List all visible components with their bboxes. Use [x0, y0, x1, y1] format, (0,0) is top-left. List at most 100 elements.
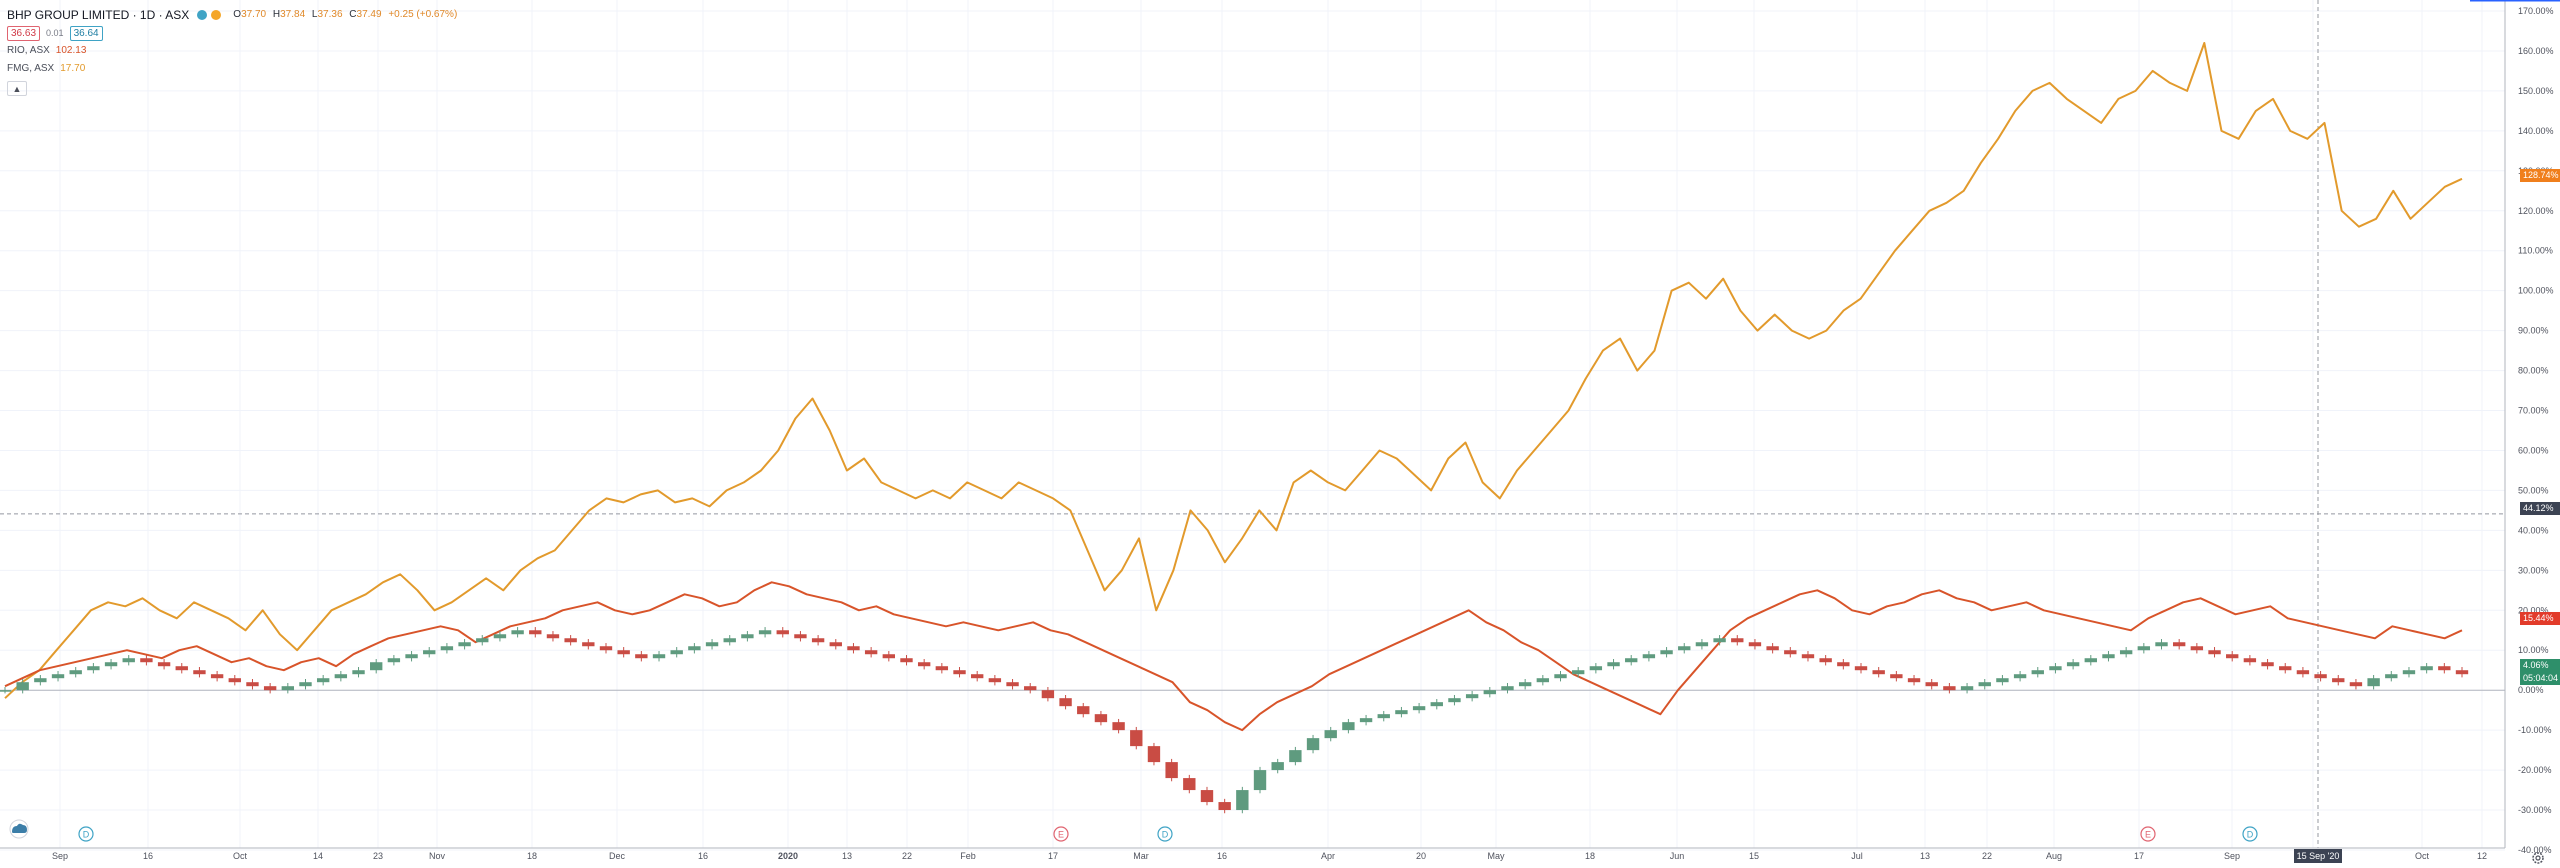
- candle-body: [1024, 686, 1037, 691]
- candle-body: [1554, 674, 1567, 679]
- collapse-row: ▲: [7, 78, 457, 96]
- candle-body: [405, 654, 418, 659]
- x-tick-label: 13: [1920, 851, 1930, 861]
- y-tick-label: 140.00%: [2518, 126, 2554, 136]
- candle-body: [2279, 666, 2292, 671]
- candle-body: [1289, 750, 1302, 763]
- candle-body: [1448, 698, 1461, 703]
- candle-body: [1801, 654, 1815, 659]
- x-tick-label: 15: [1749, 851, 1759, 861]
- plot-area[interactable]: [0, 42, 2469, 814]
- crosshair-date-tag: [2294, 849, 2342, 863]
- candle-body: [2190, 646, 2204, 651]
- comparison-fmg-row[interactable]: FMG, ASX 17.70: [7, 60, 457, 78]
- y-tick-label: 30.00%: [2518, 565, 2549, 575]
- svg-text:D: D: [83, 830, 90, 840]
- x-tick-label: 17: [1048, 851, 1058, 861]
- candle-body: [1041, 690, 1055, 699]
- candle-body: [493, 634, 507, 639]
- x-tick-label: Jul: [1851, 851, 1863, 861]
- candle-body: [2420, 666, 2433, 671]
- candle-body: [193, 670, 206, 675]
- candle-body: [917, 662, 931, 667]
- main-symbol-row[interactable]: BHP GROUP LIMITED · 1D · ASX O37.70 H37.…: [7, 6, 457, 24]
- candle-body: [210, 674, 224, 679]
- candle-body: [1006, 682, 1019, 687]
- x-tick-label: 16: [698, 851, 708, 861]
- candle-body: [87, 666, 100, 671]
- candle-body: [1925, 682, 1938, 687]
- x-tick-label: 22: [1982, 851, 1992, 861]
- comparison-rio-row[interactable]: RIO, ASX 102.13: [7, 42, 457, 60]
- y-tick-label: 160.00%: [2518, 46, 2554, 56]
- x-tick-label: Aug: [2046, 851, 2062, 861]
- candle-body: [281, 686, 295, 691]
- gear-icon[interactable]: [2532, 852, 2544, 864]
- candle-body: [1130, 730, 1143, 747]
- x-tick-label: 12: [2477, 851, 2487, 861]
- candle-body: [1077, 706, 1090, 715]
- candle-body: [1695, 642, 1709, 647]
- ask-price-button[interactable]: 36.64: [69, 25, 103, 41]
- delayed-data-icon: [211, 10, 222, 20]
- candle-body: [953, 670, 966, 675]
- candle-body: [1271, 762, 1284, 771]
- x-tick-label: 18: [1585, 851, 1595, 861]
- candle-body: [1731, 638, 1744, 643]
- candle-body: [1236, 790, 1249, 811]
- candle-body: [1943, 686, 1956, 691]
- comparison-value: 17.70: [60, 63, 86, 74]
- candle-body: [617, 650, 630, 655]
- y-tick-label: 150.00%: [2518, 86, 2554, 96]
- svg-text:E: E: [1058, 830, 1064, 840]
- y-tick-label: 0.00%: [2518, 685, 2544, 695]
- x-tick-label: Feb: [960, 851, 976, 861]
- open-value: 37.70: [241, 9, 267, 20]
- candle-body: [2031, 670, 2044, 675]
- candle-body: [246, 682, 259, 687]
- candle-body: [2349, 682, 2363, 687]
- candle-body: [847, 646, 860, 651]
- candle-body: [1907, 678, 1921, 683]
- chevron-up-icon[interactable]: ▲: [7, 81, 27, 96]
- candle-body: [2402, 670, 2416, 675]
- candle-body: [1200, 790, 1214, 803]
- symbol-title[interactable]: BHP GROUP LIMITED · 1D · ASX: [7, 8, 190, 22]
- bid-price-button[interactable]: 36.63: [7, 25, 41, 41]
- x-tick-label: 14: [313, 851, 323, 861]
- low-value: 37.36: [317, 9, 343, 20]
- x-tick-label: 13: [842, 851, 852, 861]
- candle-body: [387, 658, 401, 663]
- candle-body: [935, 666, 949, 671]
- close-value: 37.49: [356, 9, 382, 20]
- candle-body: [1165, 762, 1178, 779]
- bid-ask-row: 36.63 0.01 36.64: [7, 24, 457, 42]
- candle-body: [2226, 654, 2239, 659]
- high-label: H: [272, 9, 281, 20]
- y-tick-label: 10.00%: [2518, 645, 2549, 655]
- time-axis[interactable]: Sep 16 Oct 14 23 Nov 18 Dec 16 2020 13 22 Feb 17 Mar 16…: [0, 847, 2505, 863]
- price-tag-rio: 15.44%: [2520, 612, 2560, 625]
- candle-body: [1978, 682, 1991, 687]
- x-tick-label: Apr: [1321, 851, 1335, 861]
- x-tick-label: Oct: [2415, 851, 2430, 861]
- candle-body: [1784, 650, 1797, 655]
- dividend-marker-icon: D: [78, 826, 94, 842]
- candle-body: [2385, 674, 2398, 679]
- candle-body: [1890, 674, 1903, 679]
- candle-body: [1607, 662, 1620, 667]
- candle-body: [2455, 670, 2469, 675]
- y-tick-label: 60.00%: [2518, 445, 2549, 455]
- candle-body: [1094, 714, 1108, 723]
- x-tick-label: Mar: [1133, 851, 1149, 861]
- candle-body: [529, 630, 542, 635]
- x-tick-label: 18: [527, 851, 537, 861]
- candle-body: [2155, 642, 2168, 647]
- candle-body: [0, 690, 12, 692]
- candle-body: [511, 630, 524, 635]
- candle-body: [352, 670, 365, 675]
- series-line-fmg: [4, 42, 2463, 699]
- x-tick-label: Jun: [1670, 851, 1685, 861]
